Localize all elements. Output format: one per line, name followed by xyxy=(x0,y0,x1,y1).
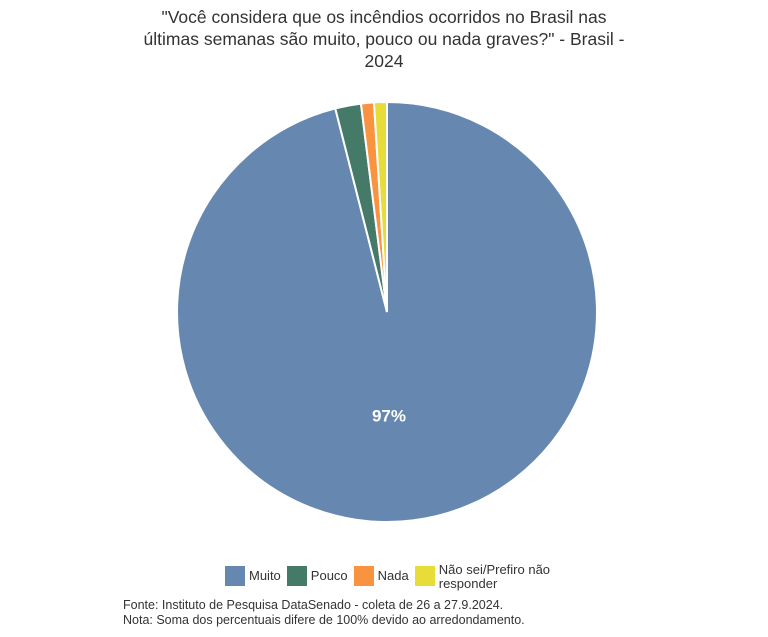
rounding-note: Nota: Soma dos percentuais difere de 100… xyxy=(123,613,525,627)
pie-slice-n-o-sei-prefiro-n-o-responder[interactable] xyxy=(372,100,388,313)
legend-swatch-nada xyxy=(353,566,374,586)
legend-swatch-nao-sei xyxy=(414,566,435,586)
legend-item-nao-sei[interactable]: Não sei/Prefiro não responder xyxy=(414,562,579,591)
chart-title-line-3: 2024 xyxy=(364,51,404,71)
legend-item-muito[interactable]: Muito xyxy=(225,562,281,586)
legend-label-muito: Muito xyxy=(249,568,281,583)
source-note: Fonte: Instituto de Pesquisa DataSenado … xyxy=(123,598,504,612)
legend-label-nao-sei-line-2: responder xyxy=(438,576,498,591)
legend-label-nao-sei: Não sei/Prefiro não responder xyxy=(439,562,579,591)
pie-slice-label: 97% xyxy=(372,406,406,425)
legend-label-pouco: Pouco xyxy=(310,568,348,583)
legend-swatch-muito xyxy=(225,566,245,586)
legend-swatch-pouco xyxy=(286,566,307,586)
legend-label-nada: Nada xyxy=(377,568,409,583)
chart-title: "Você considera que os incêndios ocorrid… xyxy=(134,6,634,72)
legend: Muito Pouco Nada Não sei/Prefiro não res… xyxy=(225,562,585,594)
footnotes: Fonte: Instituto de Pesquisa DataSenado … xyxy=(123,598,525,628)
legend-label-nao-sei-line-1: Não sei/Prefiro não xyxy=(438,562,551,577)
chart-title-line-1: "Você considera que os incêndios ocorrid… xyxy=(161,7,607,27)
legend-item-pouco[interactable]: Pouco xyxy=(286,562,348,586)
chart-title-line-2: últimas semanas são muito, pouco ou nada… xyxy=(143,29,625,49)
legend-item-nada[interactable]: Nada xyxy=(353,562,409,586)
